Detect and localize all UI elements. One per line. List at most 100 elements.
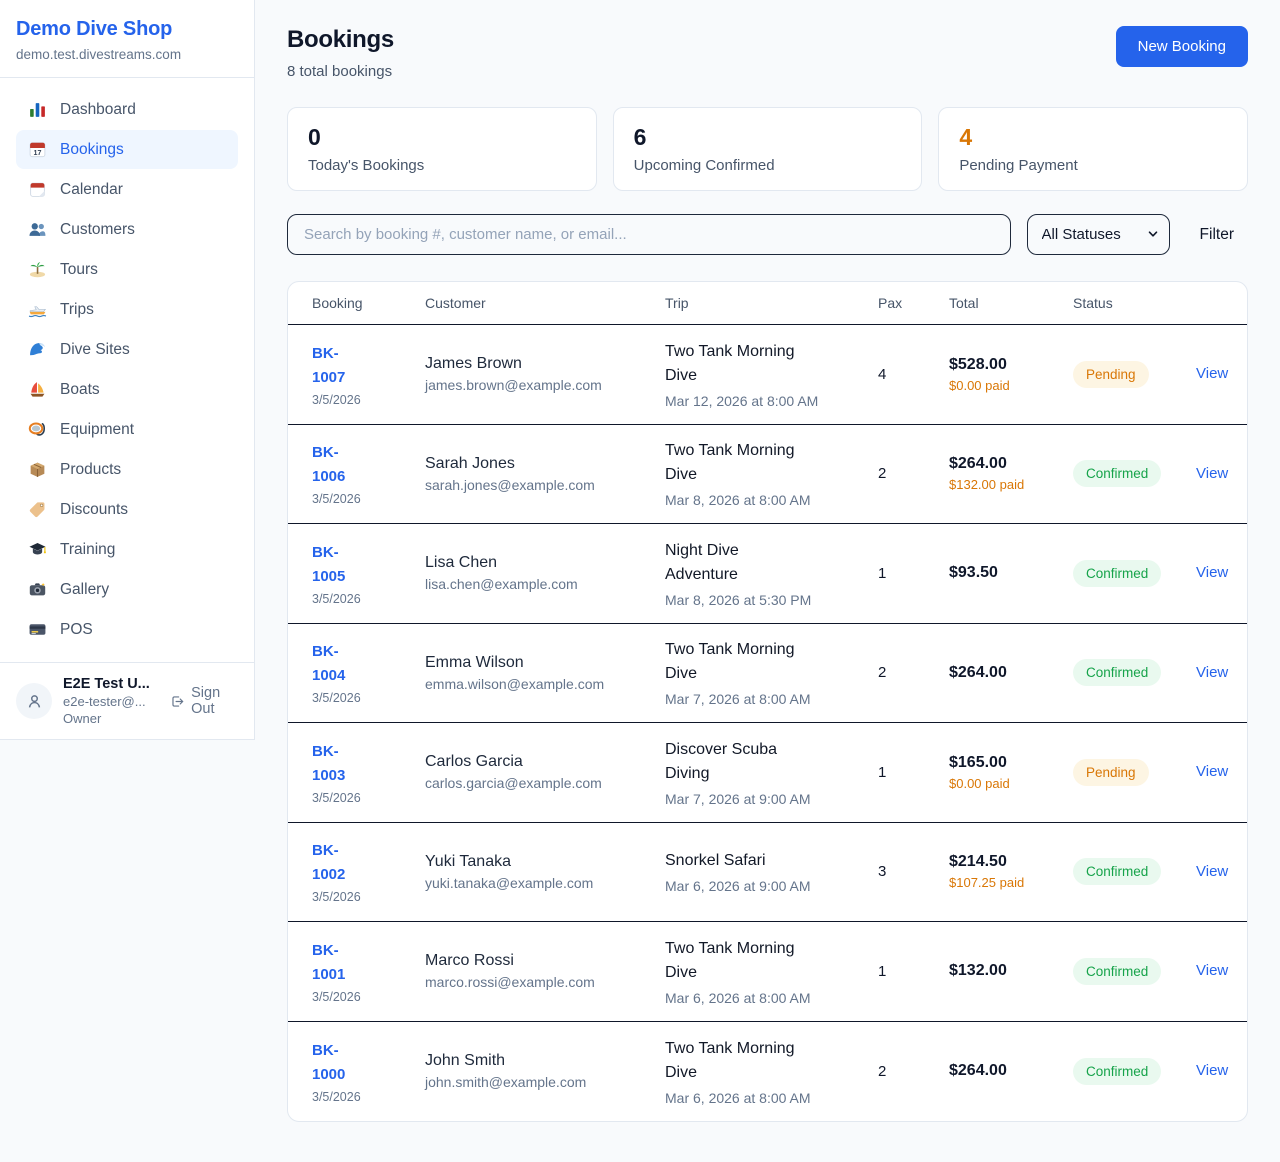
customer-email: emma.wilson@example.com <box>425 675 605 692</box>
sign-out-button[interactable]: Sign Out <box>170 685 238 717</box>
trip-name: Two Tank Morning Dive <box>665 641 795 683</box>
sidebar-item-label: Products <box>60 460 122 478</box>
booking-id-link[interactable]: BK-1004 <box>312 643 346 685</box>
total-cell: $264.00 <box>949 664 1073 682</box>
table-row: BK-1006 3/5/2026 Sarah Jones sarah.jones@ex… <box>288 425 1247 524</box>
customer-cell: Marco Rossi marco.rossi@example.com <box>425 952 665 990</box>
status-cell: Confirmed <box>1073 1057 1196 1085</box>
stat-label: Today's Bookings <box>308 157 425 174</box>
trip-name: Two Tank Morning Dive <box>665 342 795 384</box>
total-amount: $165.00 <box>949 753 1007 771</box>
trip-cell: Two Tank Morning Dive Mar 6, 2026 at 8:00… <box>665 1037 878 1106</box>
trip-datetime: Mar 6, 2026 at 9:00 AM <box>665 878 811 895</box>
column-header-status: Status <box>1073 295 1113 311</box>
column-header-total: Total <box>949 295 979 311</box>
sidebar-item-calendar[interactable]: Calendar <box>16 170 238 209</box>
booking-date: 3/5/2026 <box>312 492 361 507</box>
customer-name: James Brown <box>425 355 522 373</box>
total-cell: $165.00 $0.00 paid <box>949 754 1073 791</box>
status-filter-wrap: All Statuses <box>1026 214 1170 255</box>
booking-id-link[interactable]: BK-1003 <box>312 742 346 784</box>
credit-card-icon <box>28 620 47 639</box>
total-cell: $214.50 $107.25 paid <box>949 853 1073 890</box>
trip-datetime: Mar 6, 2026 at 8:00 AM <box>665 1089 811 1106</box>
filter-row: All Statuses Filter <box>287 214 1248 255</box>
status-filter-select[interactable]: All Statuses <box>1026 214 1170 255</box>
brand: Demo Dive Shop demo.test.divestreams.com <box>0 0 254 78</box>
sidebar-item-dive-sites[interactable]: Dive Sites <box>16 330 238 369</box>
stat-label: Upcoming Confirmed <box>633 157 775 174</box>
user-info: E2E Test U... e2e-tester@... Owner <box>63 676 159 726</box>
pax-cell: 2 <box>878 664 887 682</box>
customer-name: Lisa Chen <box>425 554 498 572</box>
actions-cell: View <box>1196 465 1228 483</box>
status-cell: Pending <box>1073 360 1196 388</box>
sidebar-item-dashboard[interactable]: Dashboard <box>16 90 238 129</box>
column-header-customer: Customer <box>425 295 486 311</box>
total-cell: $132.00 <box>949 962 1073 980</box>
trip-datetime: Mar 6, 2026 at 8:00 AM <box>665 989 811 1006</box>
customer-cell: John Smith john.smith@example.com <box>425 1052 665 1090</box>
paid-amount: $0.00 paid <box>949 377 1010 393</box>
camera-icon <box>28 580 47 599</box>
booking-cell: BK-1000 3/5/2026 <box>312 1039 425 1104</box>
trip-cell: Two Tank Morning Dive Mar 8, 2026 at 8:00… <box>665 439 878 508</box>
view-link[interactable]: View <box>1196 564 1229 582</box>
booking-id-link[interactable]: BK-1002 <box>312 842 346 884</box>
actions-cell: View <box>1196 664 1228 682</box>
booking-date: 3/5/2026 <box>312 591 361 606</box>
view-link[interactable]: View <box>1196 862 1229 880</box>
customer-name: John Smith <box>425 1052 506 1070</box>
customer-email: james.brown@example.com <box>425 377 602 394</box>
view-link[interactable]: View <box>1196 365 1229 383</box>
package-icon <box>28 460 47 479</box>
sidebar-item-bookings[interactable]: 17 Bookings <box>16 130 238 169</box>
booking-id-link[interactable]: BK-1005 <box>312 543 346 585</box>
customer-email: marco.rossi@example.com <box>425 974 595 991</box>
sidebar-item-discounts[interactable]: Discounts <box>16 490 238 529</box>
booking-id-link[interactable]: BK-1007 <box>312 344 346 386</box>
booking-id-link[interactable]: BK-1000 <box>312 1041 346 1083</box>
search-input[interactable] <box>287 214 1011 255</box>
sidebar-item-boats[interactable]: Boats <box>16 370 238 409</box>
trip-datetime: Mar 12, 2026 at 8:00 AM <box>665 392 819 409</box>
status-cell: Pending <box>1073 758 1196 786</box>
total-cell: $264.00 $132.00 paid <box>949 455 1073 492</box>
pax-cell: 1 <box>878 763 887 781</box>
new-booking-button[interactable]: New Booking <box>1115 26 1248 67</box>
view-link[interactable]: View <box>1196 763 1229 781</box>
sidebar-item-pos[interactable]: POS <box>16 610 238 649</box>
sidebar-item-equipment[interactable]: Equipment <box>16 410 238 449</box>
tear-off-calendar-icon <box>28 180 47 199</box>
sidebar-item-trips[interactable]: Trips <box>16 290 238 329</box>
total-cell: $528.00 $0.00 paid <box>949 356 1073 393</box>
view-link[interactable]: View <box>1196 1062 1229 1080</box>
view-link[interactable]: View <box>1196 663 1229 681</box>
page-subtitle: 8 total bookings <box>287 63 393 80</box>
status-badge: Confirmed <box>1073 1057 1162 1085</box>
customer-cell: Emma Wilson emma.wilson@example.com <box>425 654 665 692</box>
trip-name: Two Tank Morning Dive <box>665 1039 795 1081</box>
trip-name: Two Tank Morning Dive <box>665 442 795 484</box>
customer-name: Yuki Tanaka <box>425 852 511 870</box>
stat-card-2: 4 Pending Payment <box>938 107 1248 191</box>
booking-id-link[interactable]: BK-1001 <box>312 941 346 983</box>
sidebar-item-products[interactable]: Products <box>16 450 238 489</box>
stats-cards: 0 Today's Bookings 6 Upcoming Confirmed 4 Pen… <box>287 107 1248 191</box>
filter-button[interactable]: Filter <box>1186 226 1248 244</box>
pax-cell: 4 <box>878 365 887 383</box>
booking-id-link[interactable]: BK-1006 <box>312 444 346 486</box>
sidebar-item-training[interactable]: Training <box>16 530 238 569</box>
total-cell: $93.50 <box>949 564 1073 582</box>
trip-cell: Two Tank Morning Dive Mar 12, 2026 at 8:0… <box>665 340 878 409</box>
sidebar-item-gallery[interactable]: Gallery <box>16 570 238 609</box>
view-link[interactable]: View <box>1196 962 1229 980</box>
stat-card-1: 6 Upcoming Confirmed <box>612 107 923 191</box>
view-link[interactable]: View <box>1196 464 1229 482</box>
sidebar-item-tours[interactable]: Tours <box>16 250 238 289</box>
brand-name: Demo Dive Shop <box>16 18 173 40</box>
sign-out-icon <box>170 693 184 710</box>
trip-datetime: Mar 7, 2026 at 8:00 AM <box>665 691 811 708</box>
sidebar-item-customers[interactable]: Customers <box>16 210 238 249</box>
sidebar-item-label: Boats <box>60 380 100 398</box>
